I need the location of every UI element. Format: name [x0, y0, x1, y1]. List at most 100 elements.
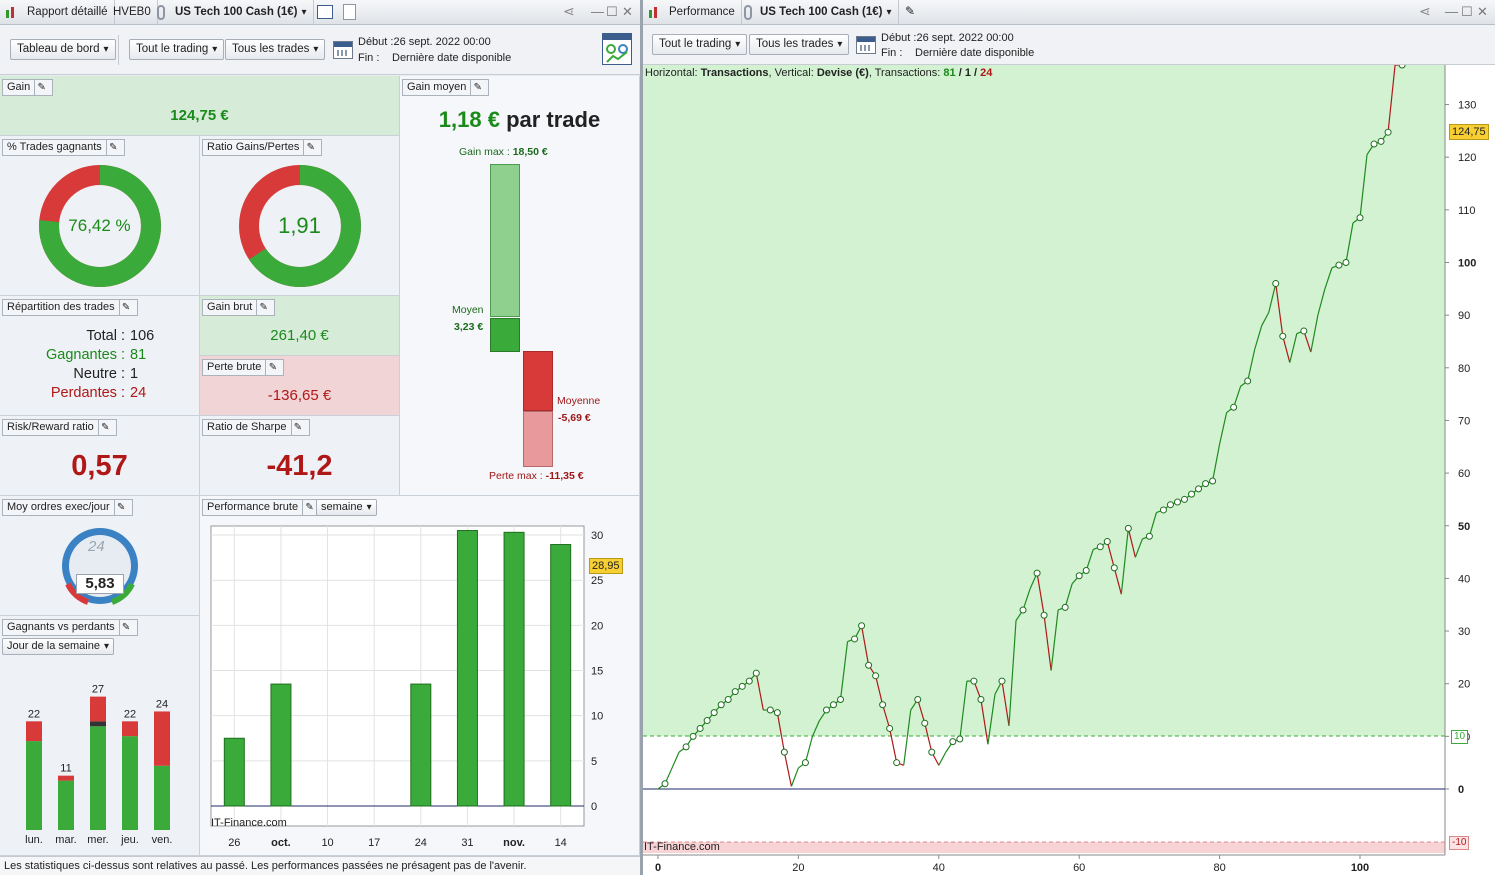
link-icon[interactable]	[744, 5, 752, 20]
gain-segment	[671, 751, 680, 769]
chart-view-icon[interactable]	[317, 5, 333, 19]
wrench-icon[interactable]: ✎	[118, 300, 133, 315]
document-icon[interactable]	[343, 4, 356, 20]
loss-segment	[1387, 65, 1396, 133]
minimize-icon[interactable]: —	[1445, 4, 1458, 19]
right-trading-dropdown[interactable]: Tout le trading	[652, 34, 748, 55]
perte-brute-header[interactable]: Perte brute ✎	[202, 359, 285, 376]
minimize-icon[interactable]: —	[591, 4, 604, 19]
wrench-icon[interactable]: ✎	[113, 500, 128, 515]
wrench-icon[interactable]: ✎	[905, 4, 916, 18]
tab-performance[interactable]: Performance	[663, 0, 742, 25]
y-tick-label: 60	[1458, 468, 1470, 480]
y-tick-label: 90	[1458, 310, 1470, 322]
start-date[interactable]: Début :26 sept. 2022 00:00	[358, 36, 491, 48]
gain-segment	[1233, 386, 1242, 408]
wrench-icon[interactable]: ✎	[470, 80, 484, 95]
trade-point	[661, 780, 669, 788]
gain-max-label: Gain max : 18,50 €	[459, 146, 548, 158]
window-splitter[interactable]	[640, 0, 643, 875]
calendar-icon[interactable]	[856, 36, 876, 54]
gain-segment	[1268, 283, 1277, 313]
share-icon[interactable]: ⋖	[1419, 3, 1431, 19]
right-end-date[interactable]: Dernière date disponible	[915, 47, 1035, 59]
right-trades-dropdown[interactable]: Tous les trades	[749, 34, 850, 55]
dashboard-dropdown[interactable]: Tableau de bord	[10, 39, 116, 60]
instrument-selector[interactable]: US Tech 100 Cash (1€)	[169, 0, 314, 25]
wrench-icon[interactable]: ✎	[118, 620, 133, 635]
sharpe-header[interactable]: Ratio de Sharpe ✎	[202, 419, 310, 436]
gvp-header[interactable]: Gagnants vs perdants ✎	[2, 619, 138, 636]
sharpe-panel: Ratio de Sharpe ✎ -41,2	[200, 416, 400, 496]
sharpe-value: -41,2	[266, 450, 333, 482]
winning-pct-panel: % Trades gagnants ✎ 76,42 %	[0, 136, 200, 296]
wrench-icon[interactable]: ✎	[97, 420, 112, 435]
gain-brut-value: 261,40 €	[270, 327, 329, 344]
trade-point	[1335, 261, 1343, 269]
calendar-icon[interactable]	[333, 41, 353, 59]
orders-header[interactable]: Moy ordres exec/jour ✎	[2, 499, 133, 516]
gain-moyen-headline: 1,18 € par trade	[400, 107, 639, 133]
perf-bar	[550, 544, 572, 807]
gain-avg-bar	[490, 318, 520, 352]
gain-brut-header[interactable]: Gain brut ✎	[202, 299, 276, 316]
link-icon[interactable]	[157, 5, 165, 20]
end-date[interactable]: Dernière date disponible	[392, 52, 512, 64]
trades-dropdown[interactable]: Tous les trades	[225, 39, 326, 60]
wrench-icon[interactable]: ✎	[105, 140, 120, 155]
gain-segment	[1324, 267, 1333, 290]
perf-brute-header[interactable]: Performance brute ✎	[202, 499, 322, 516]
total-label: 24	[156, 698, 168, 710]
wrench-icon[interactable]: ✎	[290, 420, 305, 435]
y-tick-label: 30	[1458, 626, 1470, 638]
tab-account[interactable]: HVEB0	[107, 0, 158, 25]
wrench-icon[interactable]: ✎	[265, 360, 279, 375]
gain-segment	[1254, 325, 1263, 350]
close-icon[interactable]: ✕	[1477, 4, 1488, 19]
loss-segment	[882, 704, 891, 729]
wrench-icon[interactable]: ✎	[302, 500, 316, 515]
tab-detailed-report[interactable]: Rapport détaillé	[21, 0, 115, 25]
x-tick-label: oct.	[271, 837, 291, 849]
loss-segment	[776, 712, 785, 753]
right-instrument-selector[interactable]: US Tech 100 Cash (1€)	[754, 0, 899, 25]
risk-reward-header[interactable]: Risk/Reward ratio ✎	[2, 419, 117, 436]
trade-point	[1279, 332, 1287, 340]
dashboard-settings-icon[interactable]	[602, 33, 632, 65]
trade-point	[1356, 214, 1364, 222]
trade-point	[858, 622, 866, 630]
gain-moyen-header[interactable]: Gain moyen ✎	[402, 79, 490, 96]
ratio-header[interactable]: Ratio Gains/Pertes ✎	[202, 139, 323, 156]
share-icon[interactable]: ⋖	[563, 3, 575, 19]
perf-period-dropdown[interactable]: semaine	[316, 499, 377, 516]
maximize-icon[interactable]: ☐	[606, 4, 618, 19]
repartition-header[interactable]: Répartition des trades ✎	[2, 299, 138, 316]
close-icon[interactable]: ✕	[622, 4, 633, 19]
x-tick-label: 17	[368, 837, 380, 849]
wrench-icon[interactable]: ✎	[256, 300, 270, 315]
trade-point	[766, 706, 774, 714]
wrench-icon[interactable]: ✎	[34, 80, 48, 95]
loss-segment	[755, 673, 764, 711]
left-toolbar: Tableau de bord Tout le trading Tous les…	[0, 25, 640, 75]
trade-point	[745, 677, 753, 685]
maximize-icon[interactable]: ☐	[1461, 4, 1473, 19]
winning-pct-header[interactable]: % Trades gagnants ✎	[2, 139, 125, 156]
orders-panel: Moy ordres exec/jour ✎ 24 5,83	[0, 496, 200, 616]
trade-point	[1300, 327, 1308, 335]
gain-header[interactable]: Gain ✎	[2, 79, 54, 96]
gain-segment	[1120, 528, 1129, 595]
trading-dropdown[interactable]: Tout le trading	[129, 39, 225, 60]
trade-point	[1195, 485, 1203, 493]
wrench-icon[interactable]: ✎	[303, 140, 317, 155]
loss-segment	[860, 625, 870, 666]
ref-low-tag: -10	[1449, 836, 1470, 850]
total-label: 11	[60, 763, 71, 775]
moyen-label: Moyen	[452, 304, 484, 316]
gvp-period-dropdown[interactable]: Jour de la semaine	[2, 638, 114, 655]
chart-last-value: 124,75	[1449, 124, 1489, 140]
right-start-date[interactable]: Début :26 sept. 2022 00:00	[881, 32, 1014, 44]
profit-zone	[643, 65, 1445, 736]
loss-segment	[1303, 330, 1312, 353]
day-label: mer.	[87, 834, 108, 846]
